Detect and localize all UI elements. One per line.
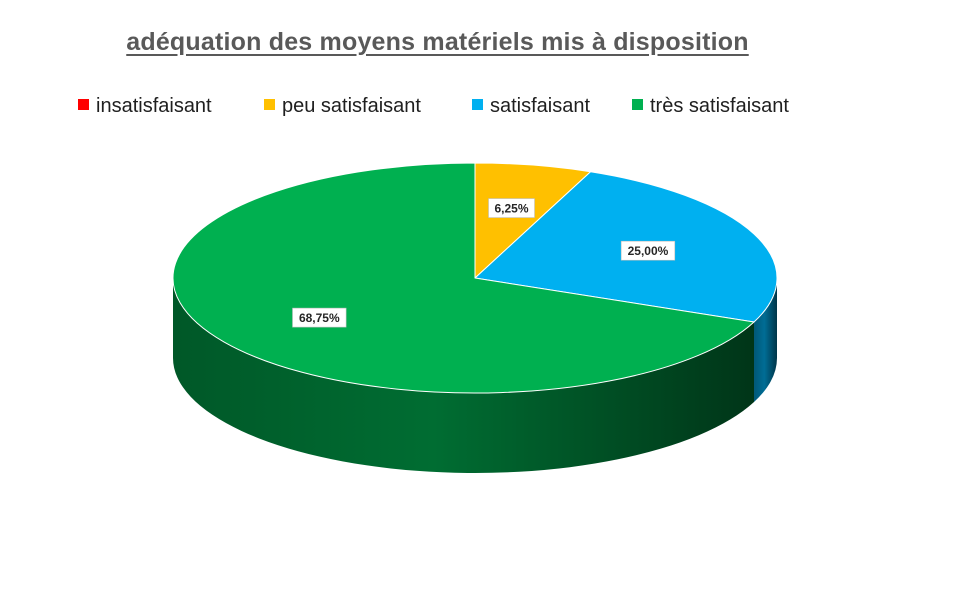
legend-label: très satisfaisant	[650, 95, 789, 117]
data-labels: 6,25% 25,00% 68,75%	[292, 198, 676, 328]
pie-slice-peu-satisfaisant	[474, 162, 592, 279]
pie-sides	[173, 278, 777, 474]
chart-title: adéquation des moyens matériels mis à di…	[126, 28, 749, 56]
legend-swatch	[472, 99, 483, 110]
data-label-peu-satisfaisant: 6,25%	[488, 198, 535, 218]
data-label-tr-s-satisfaisant: 68,75%	[292, 307, 347, 328]
legend-item-peu-satisfaisant: peu satisfaisant	[264, 95, 421, 118]
svg-text:25,00%: 25,00%	[628, 244, 669, 258]
svg-text:6,25%: 6,25%	[495, 202, 529, 216]
legend-label: satisfaisant	[490, 95, 591, 117]
pie-slice-tr-s-satisfaisant	[172, 162, 755, 394]
svg-text:68,75%: 68,75%	[299, 311, 340, 325]
pie-slices	[172, 162, 778, 394]
legend-swatch	[632, 99, 643, 110]
legend-item-insatisfaisant: insatisfaisant	[78, 95, 212, 118]
pie-side-satisfaisant	[754, 278, 777, 403]
legend-label: insatisfaisant	[96, 95, 212, 117]
legend-label: peu satisfaisant	[282, 95, 421, 117]
legend-swatch	[264, 99, 275, 110]
legend-swatch	[78, 99, 89, 110]
legend-item-tres-satisfaisant: très satisfaisant	[632, 95, 789, 118]
pie-side-tr-s-satisfaisant	[173, 278, 755, 474]
legend-item-satisfaisant: satisfaisant	[472, 95, 590, 118]
data-label-satisfaisant: 25,00%	[620, 240, 676, 261]
